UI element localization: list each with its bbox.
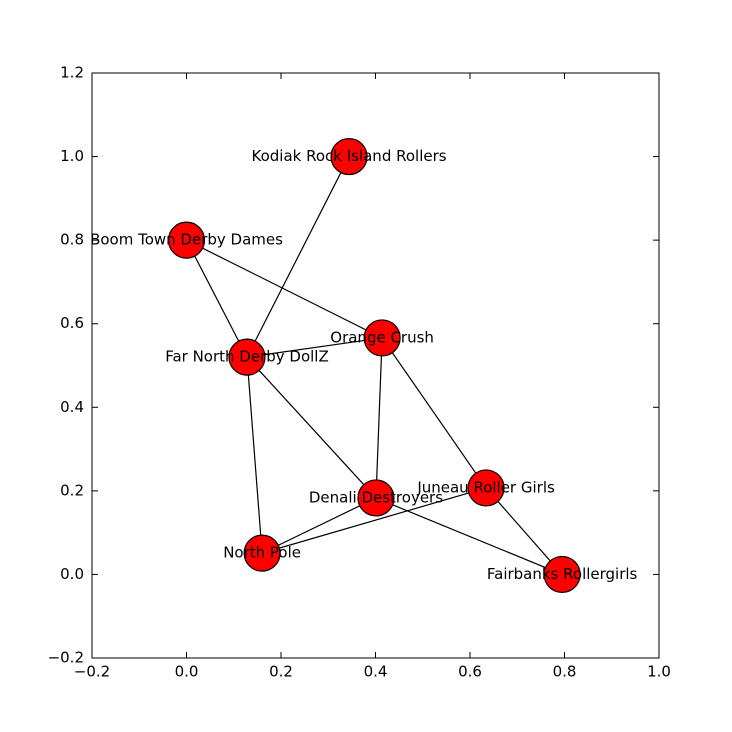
x-tick-label: 0.8 (553, 663, 577, 681)
node-label: Kodiak Rock Island Rollers (251, 147, 446, 165)
x-tick-label: −0.2 (74, 663, 110, 681)
edge (485, 487, 563, 575)
edge (261, 497, 377, 554)
y-tick-label: −0.2 (48, 649, 84, 667)
node (357, 479, 395, 517)
edge (381, 337, 487, 489)
edge (261, 487, 487, 554)
y-tick-label: 0.4 (60, 398, 84, 416)
x-tick-label: 0.2 (269, 663, 293, 681)
node-label: Juneau Roller Girls (416, 478, 555, 496)
y-tick-label: 0.2 (60, 481, 84, 499)
node (543, 555, 581, 594)
edge (246, 357, 263, 554)
y-tick-label: 0.8 (60, 231, 84, 249)
edge (185, 239, 248, 358)
node-label: Denali Destroyers (309, 488, 443, 506)
edge (186, 239, 383, 339)
y-tick-label: 0.0 (60, 565, 84, 583)
x-tick-label: 1.0 (647, 663, 671, 681)
y-tick-label: 1.0 (60, 147, 84, 165)
node-label: North Pole (223, 544, 301, 562)
y-tick-label: 0.6 (60, 314, 84, 332)
edge (246, 156, 350, 358)
x-tick-label: 0.0 (175, 663, 199, 681)
node (467, 469, 505, 507)
node-label: Orange Crush (330, 328, 434, 346)
node-label: Fairbanks Rollergirls (487, 565, 638, 583)
x-tick-label: 0.6 (458, 663, 482, 681)
node (167, 221, 206, 259)
node-label: Boom Town Derby Dames (90, 231, 283, 249)
node (243, 534, 281, 572)
edge (246, 337, 383, 358)
node (330, 137, 368, 176)
y-tick-label: 1.2 (60, 64, 84, 82)
edge (375, 337, 383, 498)
node (363, 319, 401, 357)
node (228, 338, 266, 376)
node-label: Far North Derby DollZ (165, 348, 329, 366)
x-tick-label: 0.4 (364, 663, 388, 681)
edge (246, 356, 377, 499)
